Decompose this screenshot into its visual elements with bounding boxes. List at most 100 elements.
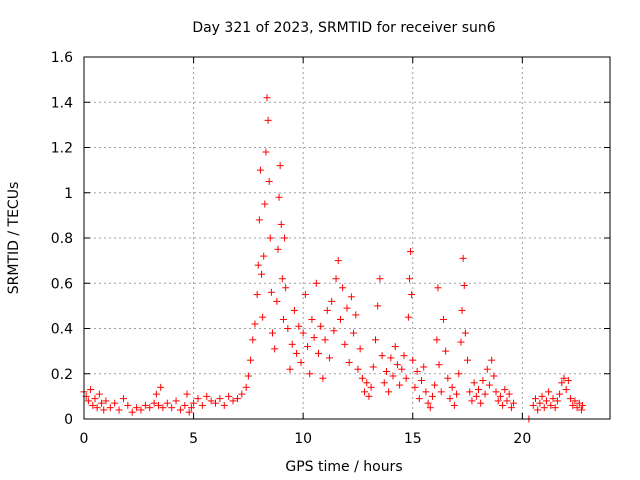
data-point <box>183 390 191 398</box>
data-point <box>503 397 511 405</box>
data-point <box>203 392 211 400</box>
data-point <box>455 370 463 378</box>
data-point <box>276 162 284 170</box>
data-point <box>446 395 454 403</box>
data-point <box>387 354 395 362</box>
data-point <box>408 291 416 299</box>
data-point <box>376 275 384 283</box>
data-point <box>361 388 369 396</box>
data-point <box>501 386 509 394</box>
data-point <box>542 397 550 405</box>
data-point <box>485 381 493 389</box>
data-point <box>457 338 465 346</box>
data-point <box>453 390 461 398</box>
data-point <box>531 395 539 403</box>
x-tick-label: 5 <box>189 431 198 447</box>
data-point <box>358 374 366 382</box>
y-tick-label: 0.6 <box>51 276 73 292</box>
data-point <box>363 379 371 387</box>
data-point <box>288 340 296 348</box>
data-point <box>98 399 106 407</box>
data-point <box>529 401 537 409</box>
data-point <box>369 363 377 371</box>
plot-frame <box>83 56 611 420</box>
data-point <box>328 297 336 305</box>
data-point <box>488 356 496 364</box>
data-point <box>343 304 351 312</box>
data-point <box>315 349 323 357</box>
data-point <box>540 404 548 412</box>
data-point <box>297 358 305 366</box>
y-tick-label: 1 <box>64 186 73 202</box>
data-point <box>95 390 103 398</box>
data-point <box>181 401 189 409</box>
data-point <box>409 356 417 364</box>
data-point <box>317 322 325 330</box>
data-point <box>281 234 289 242</box>
y-tick-label: 0 <box>64 412 73 428</box>
y-tick-label: 1.4 <box>51 95 73 111</box>
data-point <box>176 406 184 414</box>
data-point <box>256 166 264 174</box>
data-point <box>128 408 136 416</box>
data-point <box>424 399 432 407</box>
data-point <box>490 372 498 380</box>
data-point <box>483 365 491 373</box>
data-point <box>332 275 340 283</box>
data-point <box>146 404 154 412</box>
data-point <box>339 284 347 292</box>
data-point <box>172 397 180 405</box>
data-point <box>371 336 379 344</box>
data-point <box>534 406 542 414</box>
data-point <box>274 245 282 253</box>
data-point <box>194 395 202 403</box>
data-point <box>262 148 270 156</box>
data-point <box>168 404 176 412</box>
data-point <box>345 358 353 366</box>
data-point <box>507 404 515 412</box>
data-point <box>267 288 275 296</box>
data-point <box>84 397 92 405</box>
data-point <box>304 343 312 351</box>
data-point <box>279 315 287 323</box>
data-point <box>505 390 513 398</box>
data-point <box>87 386 95 394</box>
data-point <box>437 388 445 396</box>
data-point <box>382 367 390 375</box>
data-point <box>411 383 419 391</box>
data-markers <box>80 94 587 423</box>
data-point <box>286 365 294 373</box>
data-point <box>354 365 362 373</box>
data-point <box>295 322 303 330</box>
data-point <box>499 401 507 409</box>
data-point <box>560 374 568 382</box>
data-point <box>251 320 259 328</box>
data-point <box>494 397 502 405</box>
data-point <box>124 401 132 409</box>
data-point <box>567 395 575 403</box>
data-point <box>442 347 450 355</box>
data-point <box>212 399 219 407</box>
data-point <box>477 399 485 407</box>
data-point <box>350 329 358 337</box>
data-point <box>254 261 262 269</box>
data-point <box>273 297 281 305</box>
data-point <box>564 377 572 385</box>
data-point <box>259 313 267 321</box>
data-point <box>150 399 158 407</box>
data-point <box>579 401 587 409</box>
data-point <box>106 404 114 412</box>
data-point <box>284 325 292 332</box>
data-point <box>185 408 193 416</box>
data-point <box>225 392 233 400</box>
data-point <box>278 275 286 283</box>
data-point <box>102 397 110 405</box>
data-point <box>265 177 273 185</box>
data-point <box>91 395 99 403</box>
data-point <box>431 381 439 389</box>
data-point <box>468 397 476 405</box>
data-point <box>492 388 500 396</box>
data-point <box>207 397 215 405</box>
data-point <box>422 388 430 396</box>
